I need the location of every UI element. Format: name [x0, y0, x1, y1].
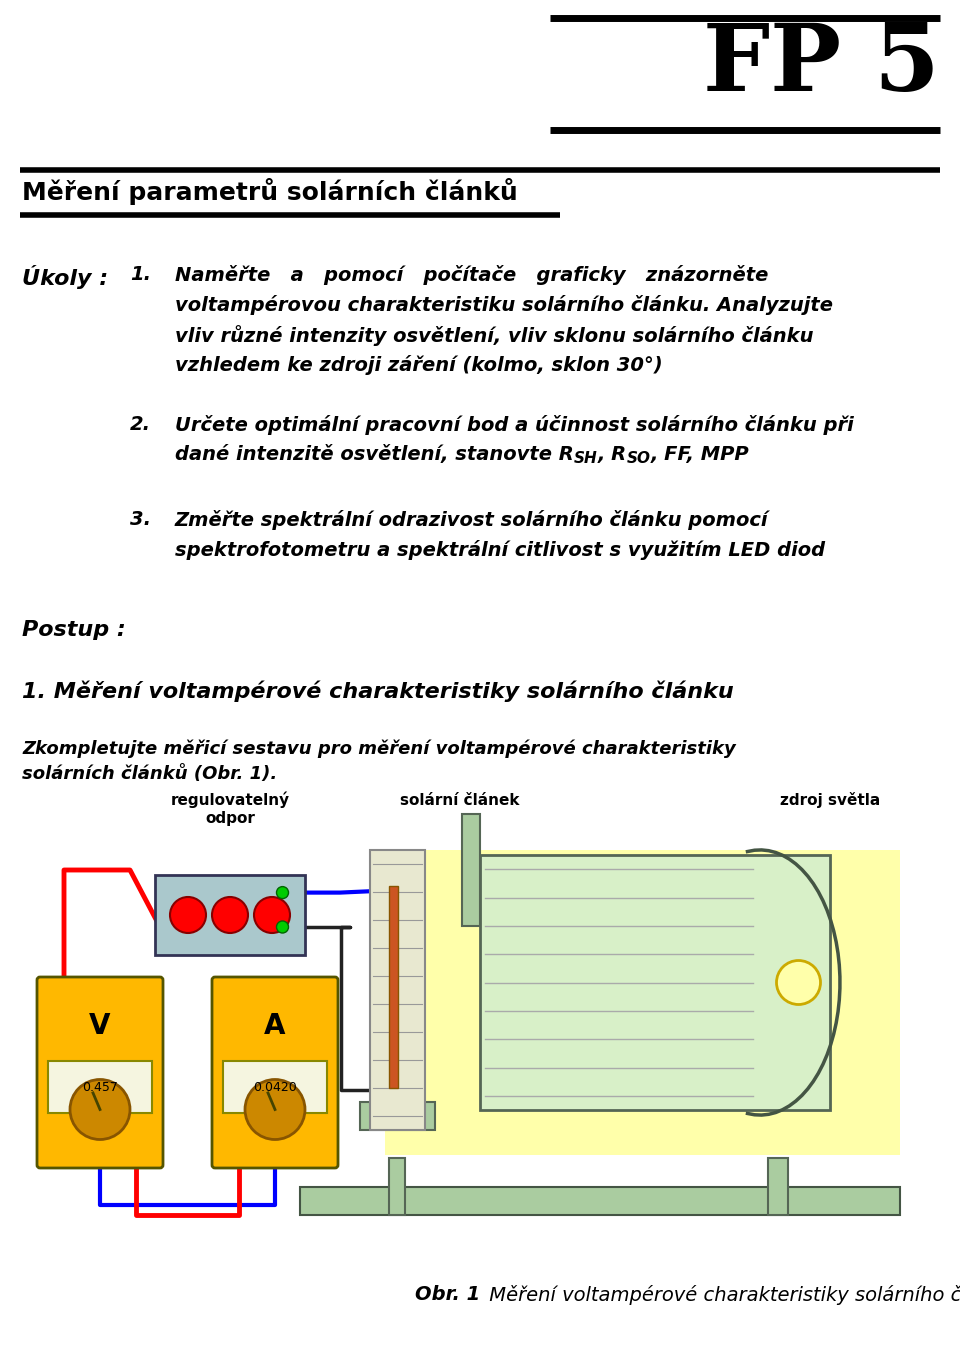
Text: , R: , R [597, 445, 627, 464]
Circle shape [254, 898, 290, 933]
Text: FP 5: FP 5 [704, 20, 940, 110]
Text: regulovatelný: regulovatelný [171, 792, 290, 808]
Bar [155, 874, 305, 955]
Text: Obr. 1: Obr. 1 [415, 1285, 480, 1304]
Circle shape [777, 960, 821, 1005]
Bar [767, 1157, 787, 1214]
Text: 0.0420: 0.0420 [253, 1081, 297, 1093]
FancyBboxPatch shape [212, 976, 338, 1168]
Text: 1.: 1. [130, 265, 151, 284]
Polygon shape [385, 850, 900, 1155]
Text: Určete optimální pracovní bod a účinnost solárního článku při: Určete optimální pracovní bod a účinnost… [175, 415, 853, 435]
Bar [462, 815, 480, 926]
Bar [480, 855, 830, 1110]
Circle shape [245, 1080, 305, 1140]
Text: solární článek: solární článek [400, 793, 519, 808]
Text: vzhledem ke zdroji záření (kolmo, sklon 30°): vzhledem ke zdroji záření (kolmo, sklon … [175, 355, 662, 375]
Text: V: V [89, 1012, 110, 1040]
Text: solárních článků (Obr. 1).: solárních článků (Obr. 1). [22, 764, 277, 783]
Text: 0.457: 0.457 [82, 1081, 118, 1093]
Text: 1. Měření voltampérové charakteristiky solárního článku: 1. Měření voltampérové charakteristiky s… [22, 680, 733, 702]
Bar [389, 1157, 405, 1214]
Bar [360, 1102, 435, 1130]
Text: A: A [264, 1012, 286, 1040]
Text: Měření voltampérové charakteristiky solárního článku: Měření voltampérové charakteristiky solá… [483, 1285, 960, 1306]
Text: Měření parametrů solárních článků: Měření parametrů solárních článků [22, 178, 517, 205]
Text: 3.: 3. [130, 510, 151, 529]
Bar [300, 1187, 900, 1214]
Text: Zkompletujte měřicí sestavu pro měření voltampérové charakteristiky: Zkompletujte měřicí sestavu pro měření v… [22, 740, 735, 759]
Circle shape [276, 921, 289, 933]
Text: Naměřte   a   pomocí   počítače   graficky   znázorněte: Naměřte a pomocí počítače graficky znázo… [175, 265, 768, 286]
Text: Změřte spektrální odrazivost solárního článku pomocí: Změřte spektrální odrazivost solárního č… [175, 510, 769, 530]
Text: SH: SH [574, 452, 597, 466]
Bar [389, 887, 397, 1088]
Bar [223, 1061, 327, 1114]
Text: Úkoly :: Úkoly : [22, 265, 108, 290]
Circle shape [276, 887, 289, 899]
Bar [370, 850, 425, 1130]
Text: voltampérovou charakteristiku solárního článku. Analyzujte: voltampérovou charakteristiku solárního … [175, 295, 833, 316]
Text: 2.: 2. [130, 415, 151, 434]
Text: Postup :: Postup : [22, 620, 126, 641]
Circle shape [70, 1080, 130, 1140]
Text: zdroj světla: zdroj světla [780, 792, 880, 808]
FancyBboxPatch shape [37, 976, 163, 1168]
Text: , FF, MPP: , FF, MPP [651, 445, 749, 464]
Text: vliv různé intenzity osvětlení, vliv sklonu solárního článku: vliv různé intenzity osvětlení, vliv skl… [175, 325, 813, 345]
Text: SO: SO [627, 452, 651, 466]
Circle shape [212, 898, 248, 933]
Text: odpor: odpor [205, 811, 255, 826]
Text: spektrofotometru a spektrální citlivost s využitím LED diod: spektrofotometru a spektrální citlivost … [175, 540, 826, 560]
Circle shape [170, 898, 206, 933]
Text: dané intenzitě osvětlení, stanovte R: dané intenzitě osvětlení, stanovte R [175, 445, 574, 464]
Bar [48, 1061, 152, 1114]
